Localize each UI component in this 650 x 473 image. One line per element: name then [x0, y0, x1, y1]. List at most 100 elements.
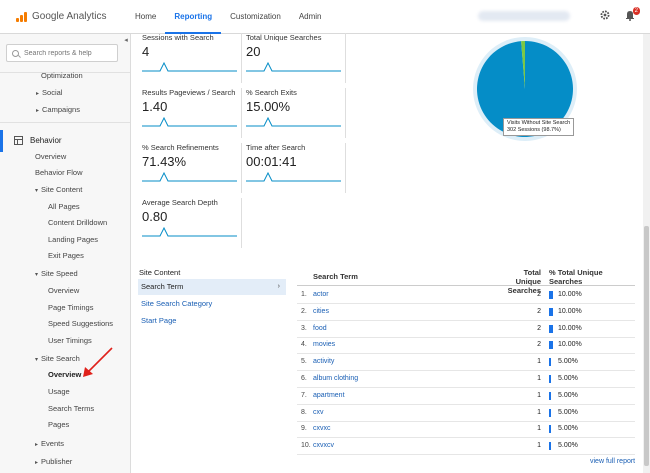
- search-term-link[interactable]: cxvxc: [313, 425, 331, 433]
- collapse-sidebar-button[interactable]: ◂: [124, 37, 128, 44]
- search-count: 1: [537, 375, 541, 382]
- metric-label: Results Pageviews / Search: [142, 88, 236, 97]
- table-row: 3. food 2 10.00%: [297, 321, 635, 338]
- search-term-link[interactable]: apartment: [313, 391, 345, 399]
- caret-right-icon: ›: [277, 283, 280, 290]
- search-term-link[interactable]: cities: [313, 307, 329, 315]
- search-term-link[interactable]: album clothing: [313, 375, 359, 382]
- percent-bar: [549, 291, 553, 299]
- sidebar-item-all-pages[interactable]: All Pages: [48, 202, 80, 211]
- sidebar-item-exit-pages[interactable]: Exit Pages: [48, 251, 84, 260]
- search-term-link[interactable]: cxv: [313, 408, 324, 416]
- sidebar-item-campaigns[interactable]: ▸ Campaigns: [36, 105, 80, 114]
- sessions-pie-chart: [473, 37, 577, 141]
- metric-label: Total Unique Searches: [246, 33, 322, 42]
- nav-reporting[interactable]: Reporting: [165, 0, 222, 34]
- nav-home[interactable]: Home: [135, 12, 157, 21]
- sidebar-item-site-content[interactable]: ▾ Site Content: [35, 185, 83, 194]
- caret-down-icon: ▾: [35, 188, 39, 194]
- table-row: 5. activity 1 5.00%: [297, 354, 635, 372]
- search-term-link[interactable]: actor: [313, 291, 329, 298]
- percent-bar: [549, 442, 551, 451]
- search-count: 1: [537, 391, 541, 399]
- sidebar-item-speed-overview[interactable]: Overview: [48, 286, 80, 295]
- nav-customization[interactable]: Customization: [230, 12, 281, 21]
- sidebar-item-site-search[interactable]: ▾ Site Search: [35, 354, 80, 363]
- sidebar-item-events[interactable]: ▸ Events: [35, 439, 64, 448]
- sidebar-item-publisher[interactable]: ▸ Publisher: [35, 457, 73, 466]
- row-index: 8.: [301, 408, 307, 416]
- metric-value: 20: [246, 44, 261, 59]
- search-count: 2: [537, 291, 541, 298]
- sidebar-item-overview[interactable]: Overview: [35, 152, 67, 161]
- search-input[interactable]: [24, 49, 114, 57]
- site-content-start-page[interactable]: Start Page: [141, 316, 177, 325]
- scrollbar-thumb[interactable]: [644, 226, 649, 466]
- pie-slice-with-search[interactable]: [521, 41, 525, 89]
- row-index: 2.: [301, 307, 307, 315]
- main-nav: Home Reporting Customization Admin: [126, 0, 331, 34]
- row-index: 4.: [301, 341, 307, 349]
- search-count: 1: [537, 358, 541, 366]
- table-row: 2. cities 2 10.00%: [297, 304, 635, 321]
- site-content-search-term[interactable]: Search Term ›: [138, 279, 286, 295]
- metric-value: 71.43%: [142, 154, 187, 169]
- sidebar-item-landing-pages[interactable]: Landing Pages: [48, 235, 99, 244]
- search-percent: 5.00%: [558, 391, 578, 399]
- search-term-link[interactable]: activity: [313, 358, 335, 366]
- table-row: 4. movies 2 10.00%: [297, 337, 635, 355]
- nav-admin[interactable]: Admin: [298, 12, 322, 21]
- table-row: 9. cxvxc 1 5.00%: [297, 421, 635, 439]
- sidebar-item-behavior-flow[interactable]: Behavior Flow: [35, 168, 83, 177]
- row-index: 9.: [301, 425, 307, 433]
- metric-label: Average Search Depth: [142, 198, 218, 207]
- search-term-link[interactable]: cxvxcv: [313, 442, 334, 450]
- metric-card: % Search Refinements 71.43%: [142, 143, 242, 193]
- metric-value: 0.80: [142, 209, 168, 224]
- metric-card: Sessions with Search 4: [142, 33, 242, 83]
- sparkline: [246, 171, 341, 182]
- search-percent: 5.00%: [558, 358, 578, 366]
- caret-down-icon: ▾: [35, 272, 39, 278]
- divider: [0, 72, 130, 73]
- divider: [0, 122, 130, 123]
- sidebar-item-speed-suggestions[interactable]: Speed Suggestions: [48, 319, 114, 328]
- sidebar-item-usage[interactable]: Usage: [48, 387, 70, 396]
- row-index: 7.: [301, 391, 307, 399]
- sidebar-item-optimization[interactable]: Optimization: [41, 71, 83, 80]
- logo[interactable]: Google Analytics: [16, 11, 107, 22]
- view-full-report-link[interactable]: view full report: [590, 458, 636, 465]
- sidebar-search[interactable]: [6, 44, 118, 62]
- sidebar-item-user-timings[interactable]: User Timings: [48, 336, 92, 345]
- account-selector[interactable]: [478, 11, 570, 21]
- gear-icon[interactable]: [598, 9, 612, 23]
- site-content-search-category[interactable]: Site Search Category: [141, 299, 213, 308]
- search-percent: 5.00%: [558, 408, 578, 416]
- active-indicator: [0, 130, 3, 152]
- search-count: 1: [537, 408, 541, 416]
- metric-card: Results Pageviews / Search 1.40: [142, 88, 242, 138]
- bell-icon[interactable]: 2: [623, 7, 640, 23]
- row-index: 5.: [301, 358, 307, 366]
- sidebar-item-page-timings[interactable]: Page Timings: [48, 303, 94, 312]
- metric-value: 4: [142, 44, 150, 59]
- col-total-unique-searches[interactable]: Total Unique Searches: [507, 268, 541, 295]
- search-term-link[interactable]: movies: [313, 341, 336, 349]
- col-pct-total-unique[interactable]: % Total Unique Searches: [549, 268, 603, 286]
- sparkline: [142, 116, 237, 127]
- sparkline: [142, 61, 237, 72]
- sidebar-item-search-terms[interactable]: Search Terms: [48, 404, 95, 413]
- col-search-term[interactable]: Search Term: [313, 272, 358, 281]
- sidebar-item-behavior[interactable]: Behavior: [0, 130, 130, 152]
- sidebar-item-content-drilldown[interactable]: Content Drilldown: [48, 218, 108, 227]
- search-icon: [12, 49, 19, 57]
- search-count: 2: [537, 341, 541, 349]
- caret-right-icon: ▸: [35, 460, 39, 466]
- sidebar-item-pages[interactable]: Pages: [48, 420, 70, 429]
- search-term-link[interactable]: food: [313, 324, 327, 332]
- percent-bar: [549, 341, 553, 350]
- sidebar-item-social[interactable]: ▸ Social: [36, 88, 63, 97]
- annotation-arrow-icon: [83, 347, 113, 377]
- sidebar-item-search-overview[interactable]: Overview: [48, 370, 82, 379]
- sidebar-item-site-speed[interactable]: ▾ Site Speed: [35, 269, 78, 278]
